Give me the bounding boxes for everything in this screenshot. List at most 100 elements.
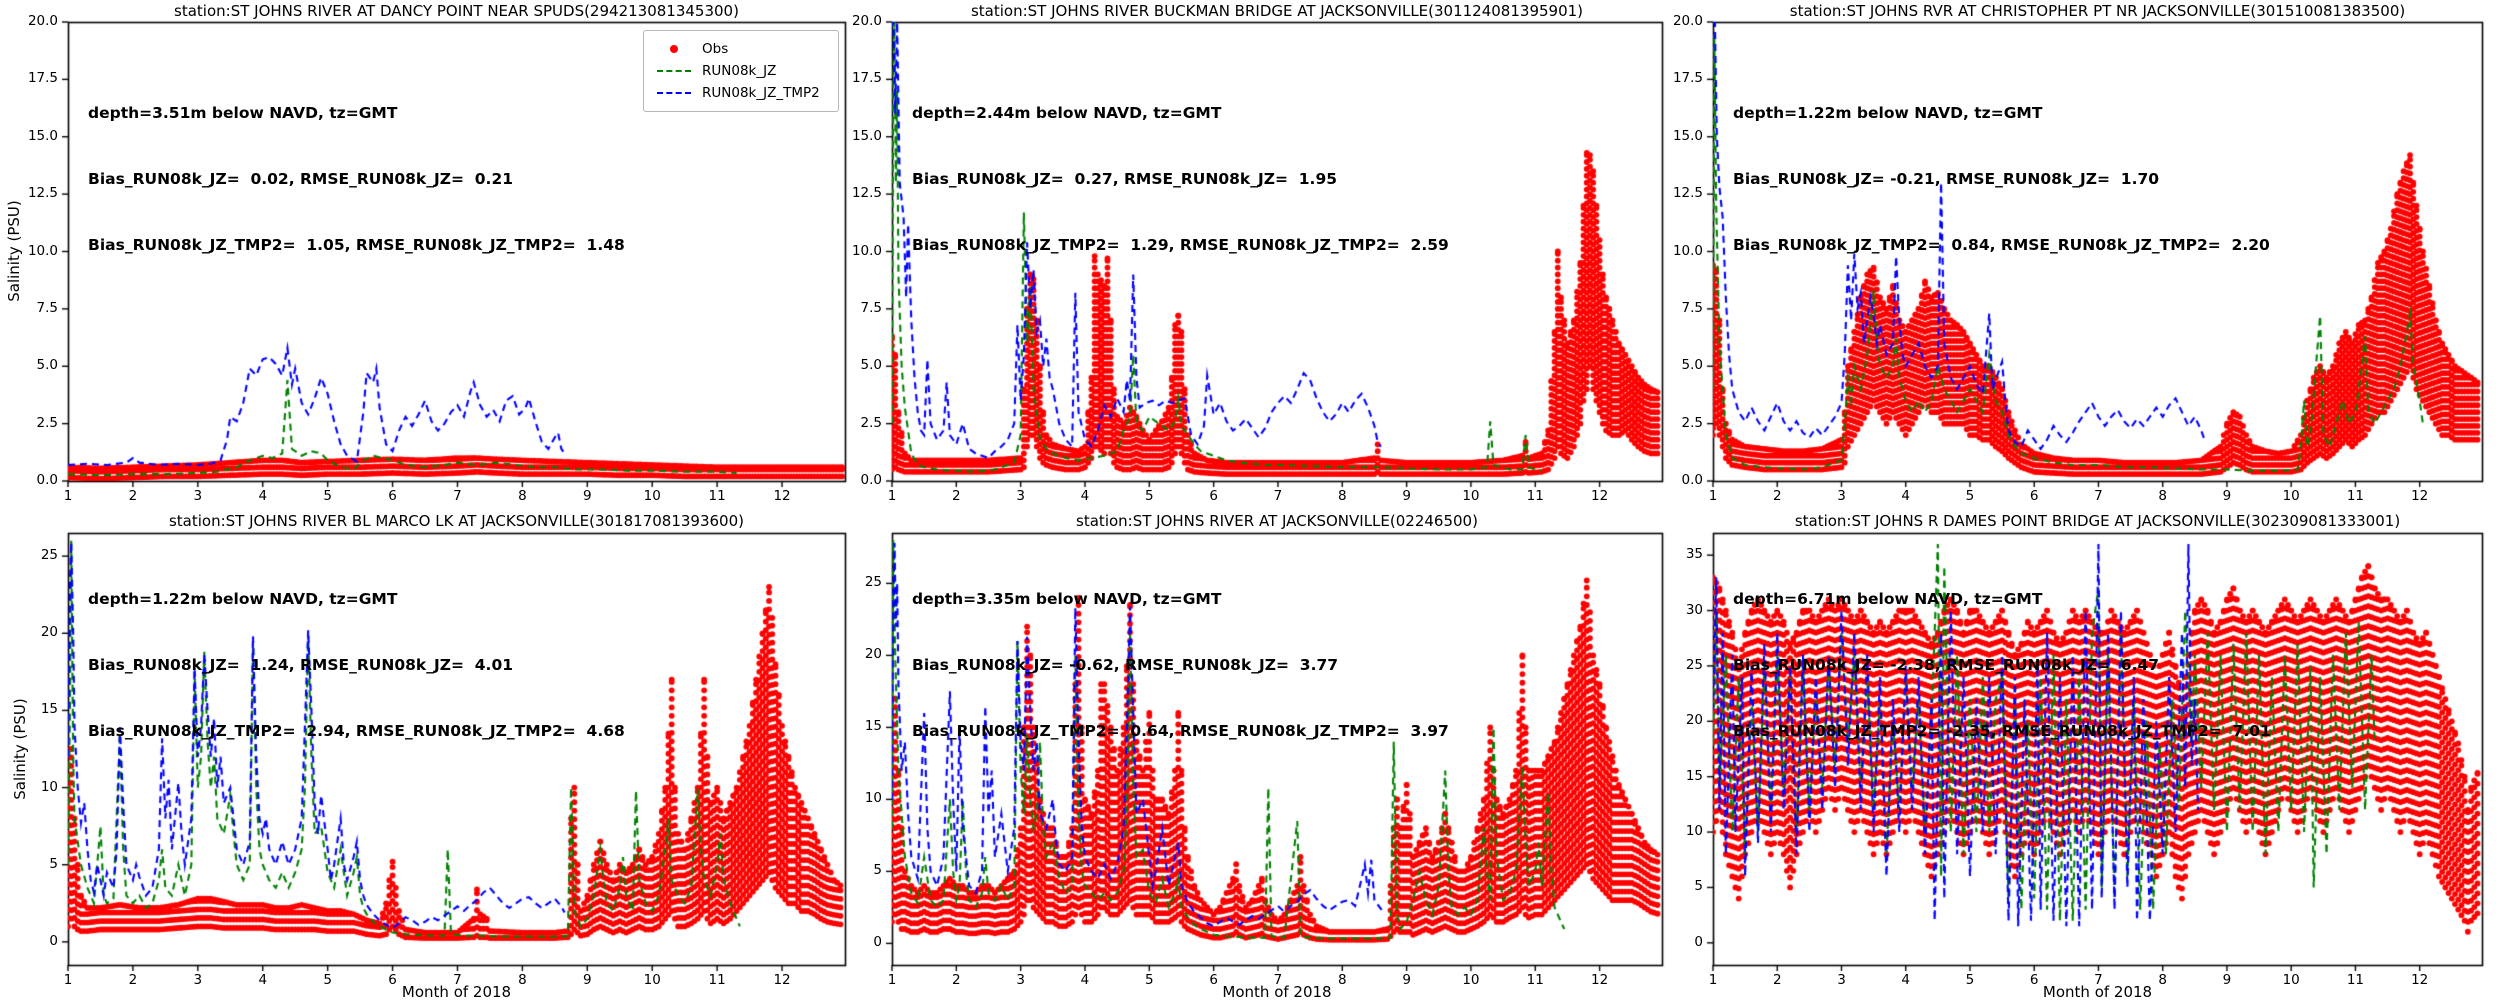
x-tick-label: 2 [1772,488,1782,504]
y-tick-label: 10 [1685,823,1703,840]
stats-line: depth=6.71m below NAVD, tz=GMT [1733,590,2043,608]
stats-line: Bias_RUN08k_JZ_TMP2= 2.94, RMSE_RUN08k_J… [88,722,625,740]
obs-marker-icon [654,45,694,53]
x-tick-label: 12 [2411,972,2429,988]
x-tick-label: 7 [1273,972,1283,988]
legend-item-run08k-jz-tmp2: RUN08k_JZ_TMP2 [654,82,828,104]
stats-line: Bias_RUN08k_JZ_TMP2= 0.64, RMSE_RUN08k_J… [912,722,1449,740]
x-tick-label: 5 [323,972,332,988]
subplot4-stats: depth=1.22m below NAVD, tz=GMT Bias_RUN0… [88,544,625,786]
x-tick-label: 11 [708,488,726,504]
x-tick-label: 9 [583,488,592,504]
y-tick-label: 5 [49,855,58,872]
x-tick-label: 11 [2346,488,2365,504]
y-tick-label: 20.0 [851,13,882,29]
stats-line: depth=3.35m below NAVD, tz=GMT [912,590,1222,608]
y-tick-label: 20 [40,624,58,641]
y-tick-label: 2.5 [860,414,882,431]
y-tick-label: 0 [49,932,58,949]
y-tick-label: 2.5 [36,414,58,431]
y-tick-label: 17.5 [27,70,58,87]
stats-line: depth=2.44m below NAVD, tz=GMT [912,104,1222,122]
x-tick-label: 6 [2029,488,2039,504]
y-tick-label: 7.5 [860,299,882,316]
dashed-line-icon [654,92,694,94]
x-tick-label: 3 [193,972,203,988]
x-tick-label: 10 [643,488,661,504]
x-tick-label: 7 [1273,488,1283,504]
x-tick-label: 9 [2222,488,2232,504]
subplot6-title: station:ST JOHNS R DAMES POINT BRIDGE AT… [1794,512,2401,530]
y-tick-label: 25 [864,574,882,591]
y-tick-label: 25 [40,547,58,564]
subplot1-title: station:ST JOHNS RIVER AT DANCY POINT NE… [174,2,739,20]
x-tick-label: 5 [1965,972,1975,988]
y-tick-label: 12.5 [27,185,58,202]
x-tick-label: 5 [1965,488,1975,504]
y-tick-label: 10.0 [1672,242,1703,259]
x-tick-label: 10 [643,972,661,988]
y-tick-label: 5.0 [36,357,58,374]
x-axis-label-1: Month of 2018 [401,983,512,1001]
x-tick-label: 9 [1402,972,1411,988]
subplot1-stats: depth=3.51m below NAVD, tz=GMT Bias_RUN0… [88,58,625,300]
subplot6-stats: depth=6.71m below NAVD, tz=GMT Bias_RUN0… [1733,544,2271,786]
x-tick-label: 2 [952,972,961,988]
x-tick-label: 10 [1462,972,1480,988]
x-tick-label: 12 [773,972,791,988]
dashed-line-icon [654,70,694,72]
y-tick-label: 7.5 [1681,299,1703,316]
x-tick-label: 2 [952,488,961,504]
x-tick-label: 9 [583,972,592,988]
x-tick-label: 6 [1209,488,1218,504]
y-tick-label: 15.0 [851,127,882,144]
y-tick-label: 10.0 [27,242,58,259]
subplot4-title: station:ST JOHNS RIVER BL MARCO LK AT JA… [168,512,744,530]
stats-line: Bias_RUN08k_JZ= 0.02, RMSE_RUN08k_JZ= 0.… [88,170,514,188]
x-tick-label: 10 [2282,488,2300,504]
x-tick-label: 6 [388,972,397,988]
x-axis-label-3: Month of 2018 [2042,983,2153,1001]
x-tick-label: 12 [1591,488,1609,504]
legend-label: RUN08k_JZ_TMP2 [702,85,820,101]
stats-line: Bias_RUN08k_JZ= 1.24, RMSE_RUN08k_JZ= 4.… [88,656,514,674]
x-tick-label: 9 [1402,488,1411,504]
x-tick-label: 12 [773,488,791,504]
x-tick-label: 4 [1901,972,1911,988]
x-tick-label: 11 [708,972,726,988]
y-tick-label: 0.0 [1681,472,1703,488]
y-tick-label: 17.5 [851,70,882,87]
y-tick-label: 10 [40,778,58,795]
x-tick-label: 3 [193,488,203,504]
y-tick-label: 15 [864,718,882,735]
stats-line: Bias_RUN08k_JZ= -0.62, RMSE_RUN08k_JZ= 3… [912,656,1339,674]
x-tick-label: 1 [1708,488,1718,504]
legend-item-run08k-jz: RUN08k_JZ [654,60,828,82]
x-tick-label: 9 [2222,972,2232,988]
x-tick-label: 4 [1080,972,1090,988]
y-tick-label: 10.0 [851,242,882,259]
x-tick-label: 7 [2094,488,2103,504]
subplot3-title: station:ST JOHNS RVR AT CHRISTOPHER PT N… [1789,2,2406,20]
stats-line: Bias_RUN08k_JZ_TMP2= 0.84, RMSE_RUN08k_J… [1733,236,2270,254]
stats-line: Bias_RUN08k_JZ= -2.38, RMSE_RUN08k_JZ= 6… [1733,656,2160,674]
legend: Obs RUN08k_JZ RUN08k_JZ_TMP2 [643,30,839,112]
x-tick-label: 4 [258,972,268,988]
x-tick-label: 1 [1708,972,1718,988]
x-tick-label: 12 [2411,488,2429,504]
x-tick-label: 11 [1526,972,1544,988]
stats-line: Bias_RUN08k_JZ= 0.27, RMSE_RUN08k_JZ= 1.… [912,170,1338,188]
x-tick-label: 5 [323,488,332,504]
x-tick-label: 4 [1901,488,1911,504]
x-tick-label: 1 [887,488,897,504]
y-tick-label: 0 [873,934,882,951]
y-tick-label: 20.0 [27,13,58,29]
x-tick-label: 12 [1591,972,1609,988]
x-tick-label: 6 [1209,972,1218,988]
x-tick-label: 3 [1837,972,1846,988]
y-tick-label: 15 [40,701,58,718]
y-tick-label: 5.0 [1681,357,1703,374]
y-tick-label: 0 [1694,933,1703,950]
